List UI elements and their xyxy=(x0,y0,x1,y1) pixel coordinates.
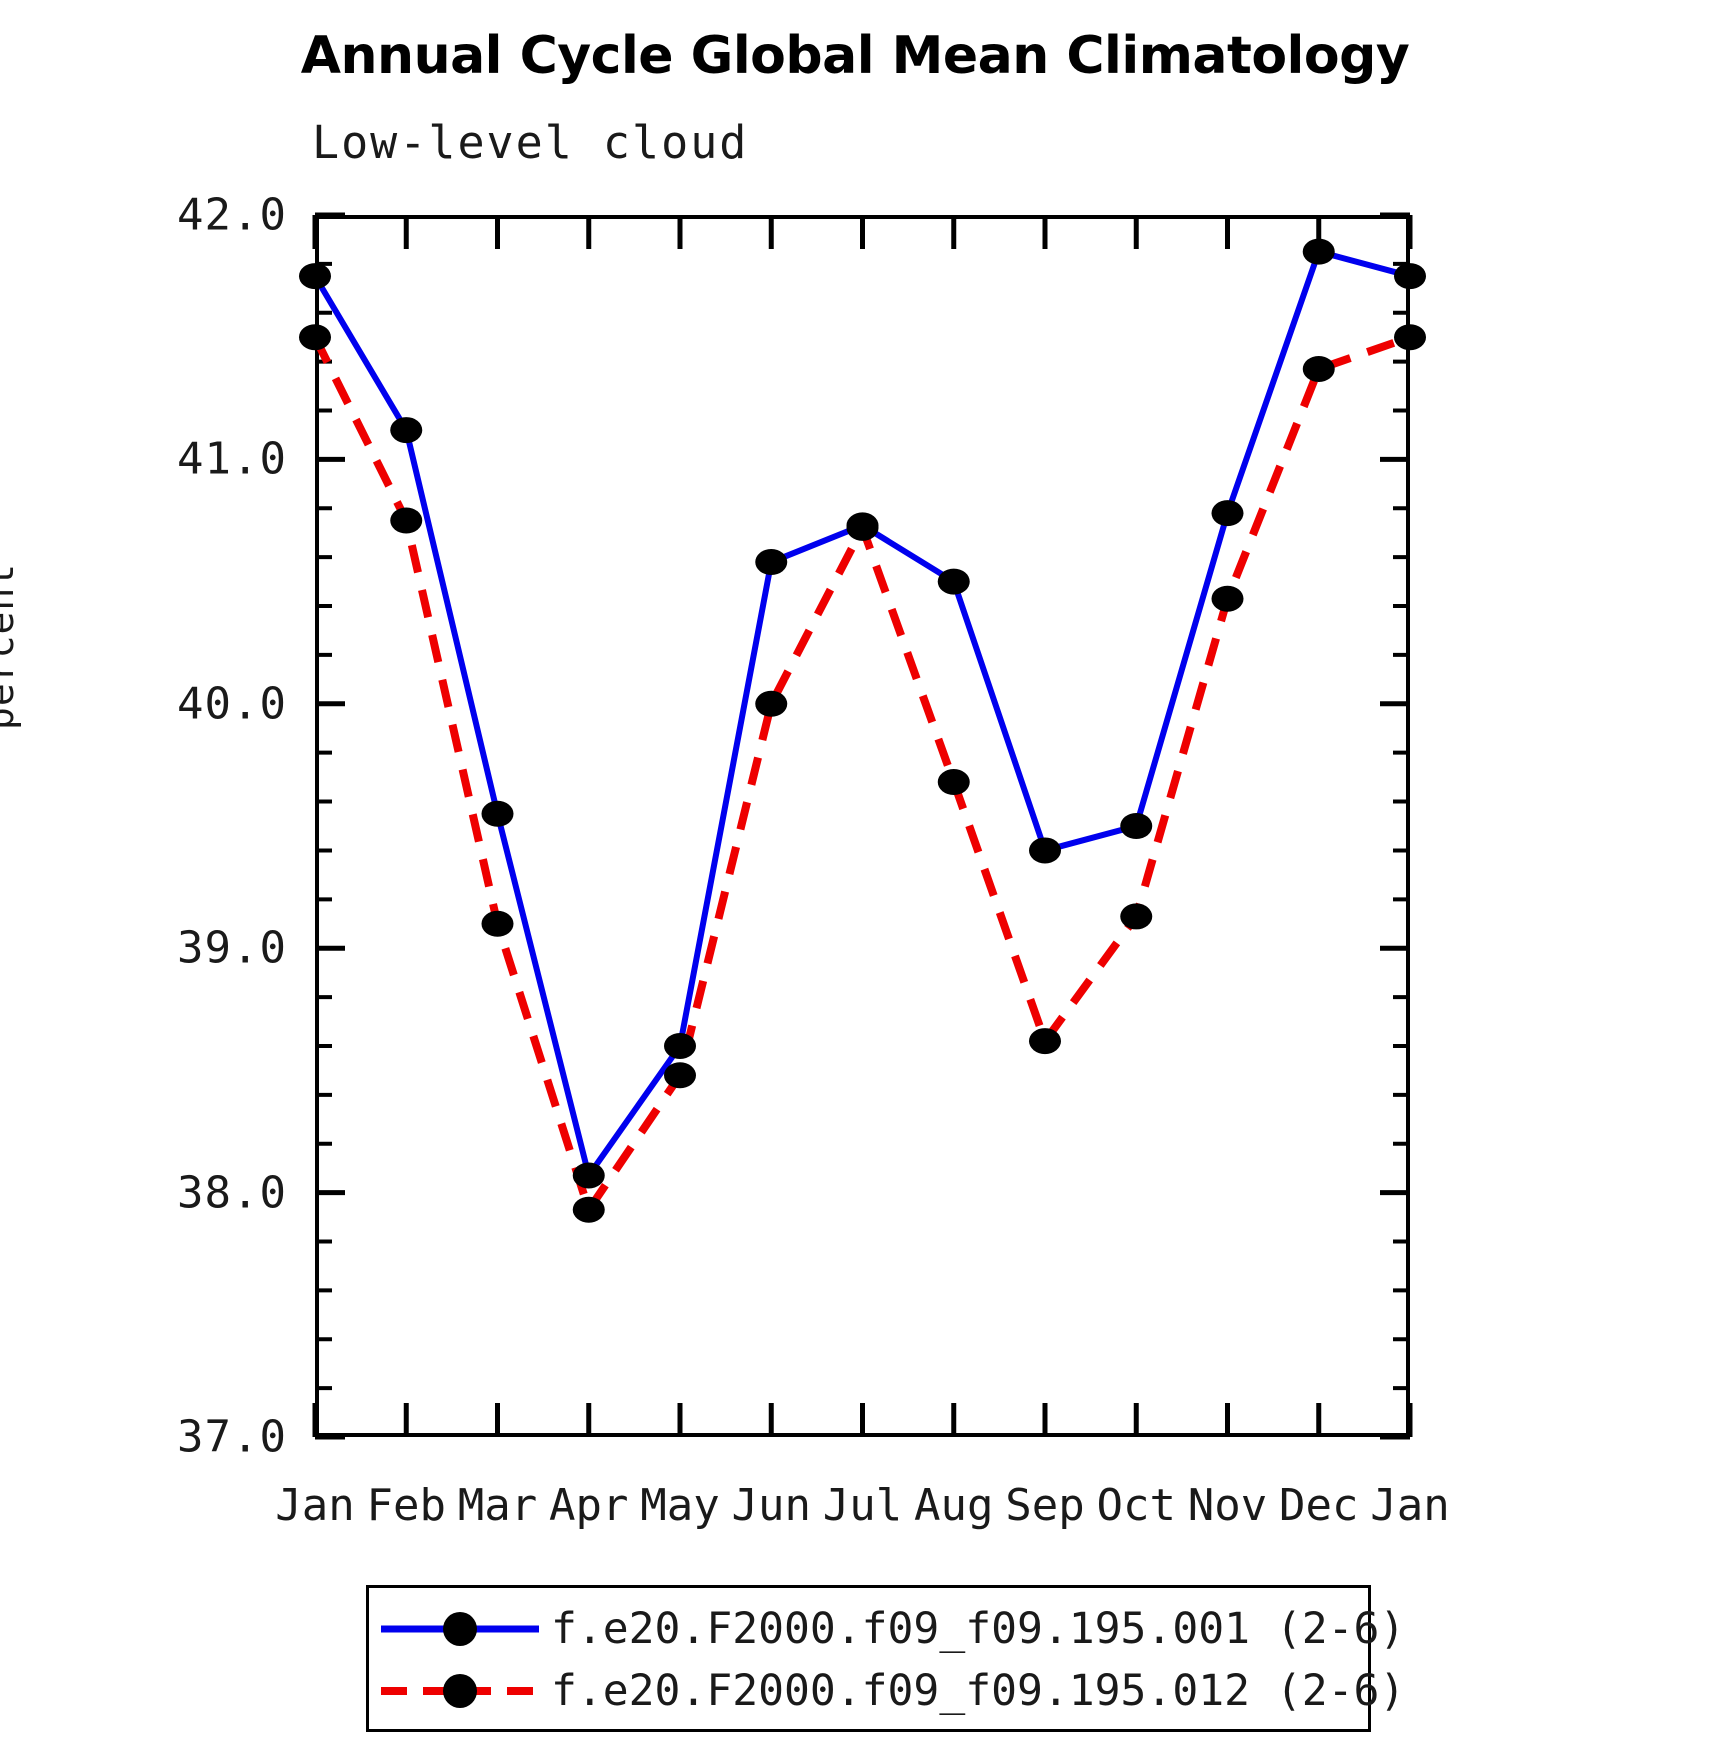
y-tick-label: 42.0 xyxy=(177,189,287,241)
y-tick-label: 41.0 xyxy=(177,433,287,485)
legend-line-icon-0 xyxy=(369,1598,551,1660)
legend-line-icon-1 xyxy=(369,1660,551,1722)
x-tick-label: Oct xyxy=(1096,1480,1176,1531)
x-tick-label: Aug xyxy=(914,1480,994,1531)
x-tick-label: Sep xyxy=(1005,1480,1085,1531)
x-tick-label: Feb xyxy=(366,1480,446,1531)
legend-label-1: f.e20.F2000.f09_f09.195.012 (2-6) xyxy=(551,1666,1406,1716)
x-tick-label: Nov xyxy=(1187,1480,1268,1531)
x-tick-label: Jun xyxy=(731,1480,811,1531)
x-tick-label: Jan xyxy=(275,1480,355,1531)
chart-legend: f.e20.F2000.f09_f09.195.001 (2-6) f.e20.… xyxy=(366,1585,1405,1732)
plot-area xyxy=(299,212,1426,1440)
chart-subtitle: Low-level cloud xyxy=(312,116,749,169)
y-tick-label: 39.0 xyxy=(177,922,287,974)
legend-item-0[interactable]: f.e20.F2000.f09_f09.195.001 (2-6) xyxy=(369,1598,1405,1660)
y-axis-title: percent xyxy=(0,562,22,730)
y-tick-label: 40.0 xyxy=(177,678,287,730)
x-tick-label: Jan xyxy=(1370,1480,1450,1531)
x-tick-label: Apr xyxy=(549,1480,629,1531)
x-tick-label: Dec xyxy=(1279,1480,1359,1531)
x-tick-label: May xyxy=(640,1480,720,1531)
page-title: Annual Cycle Global Mean Climatology xyxy=(300,26,1410,86)
legend-label-0: f.e20.F2000.f09_f09.195.001 (2-6) xyxy=(551,1604,1406,1654)
y-tick-label: 38.0 xyxy=(177,1167,287,1219)
x-tick-label: Jul xyxy=(822,1480,903,1531)
line-chart-canvas xyxy=(299,212,1426,1440)
y-tick-label: 37.0 xyxy=(177,1411,287,1463)
x-tick-label: Mar xyxy=(457,1480,538,1531)
legend-item-1[interactable]: f.e20.F2000.f09_f09.195.012 (2-6) xyxy=(369,1660,1405,1722)
